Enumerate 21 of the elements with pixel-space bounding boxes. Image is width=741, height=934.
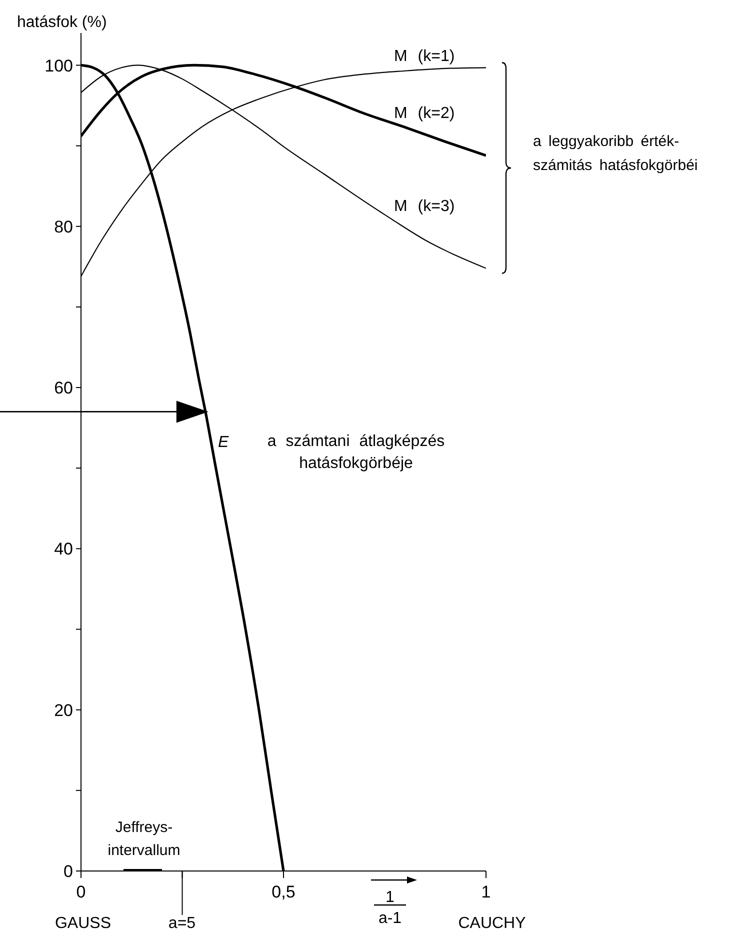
y-tick-label: 0 xyxy=(64,862,73,882)
x-tick-label: 0 xyxy=(76,882,86,902)
series-label: E xyxy=(218,434,229,451)
y-tick-label: 80 xyxy=(54,217,73,236)
y-tick-label: 20 xyxy=(54,700,73,720)
series-label: M (k=2) xyxy=(394,105,455,122)
series-label: M (k=3) xyxy=(394,198,455,215)
y-tick-label: 100 xyxy=(44,56,73,76)
x-axis-title: 1 a-1 xyxy=(378,889,402,927)
text: a leggyakoribb érték- számitás hatásfokgörbéi xyxy=(533,132,698,174)
y-tick-label: 60 xyxy=(54,378,73,398)
annotation: a számtani átlagképzés hatásfokgörbéje xyxy=(267,433,445,472)
text: CAUCHY xyxy=(458,915,526,932)
series-label: M (k=1) xyxy=(394,48,455,65)
x-tick-label: 1 xyxy=(481,882,491,902)
y-axis-title: hatásfok (%) xyxy=(17,14,107,31)
y-tick-label: 40 xyxy=(54,540,73,559)
text: GAUSS xyxy=(54,915,112,932)
x-tick-label: 0,5 xyxy=(272,882,296,902)
text: a=5 xyxy=(168,915,196,932)
series-label: Jeffreys- intervallum xyxy=(108,819,180,859)
